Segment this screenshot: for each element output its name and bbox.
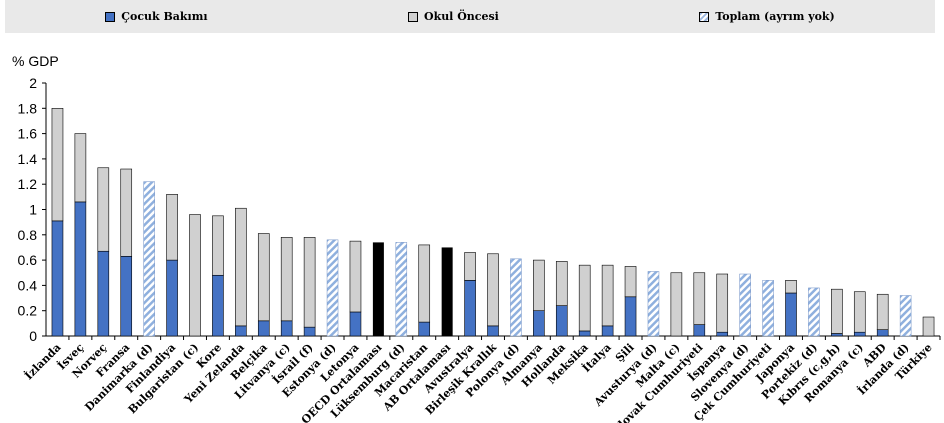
legend-label-total: Toplam (ayrım yok) bbox=[715, 10, 835, 23]
bar-childcare bbox=[578, 330, 591, 337]
y-tick-label: 0 bbox=[29, 328, 37, 344]
legend-item-childcare: Çocuk Bakımı bbox=[105, 10, 208, 23]
bar-preprimary bbox=[74, 133, 87, 203]
bar-childcare bbox=[257, 320, 270, 337]
bar-childcare bbox=[303, 326, 316, 337]
bar-total bbox=[395, 242, 408, 337]
bar-childcare bbox=[464, 280, 476, 337]
bar-preprimary bbox=[166, 194, 178, 261]
y-axis: 0 0.2 0.4 0.6 0.8 1 1.2 1.4 1.6 1.8 2 bbox=[18, 75, 940, 344]
bar-childcare bbox=[624, 296, 637, 337]
y-tick-label: 0.4 bbox=[18, 277, 38, 293]
bar-preprimary bbox=[212, 215, 224, 276]
legend-swatch-total bbox=[699, 11, 710, 22]
bar-total bbox=[143, 181, 155, 337]
bar-childcare bbox=[349, 311, 362, 337]
bar-childcare bbox=[785, 292, 797, 337]
bar-childcare bbox=[418, 321, 431, 337]
bar-total bbox=[808, 287, 820, 337]
legend-item-total: Toplam (ayrım yok) bbox=[699, 10, 835, 23]
y-axis-label: % GDP bbox=[12, 53, 59, 69]
bar-preprimary bbox=[831, 288, 843, 334]
y-tick-label: 1.8 bbox=[18, 100, 38, 116]
bar-preprimary bbox=[97, 167, 110, 252]
bar-preprimary bbox=[51, 108, 64, 222]
bars bbox=[51, 108, 935, 337]
bar-childcare bbox=[487, 325, 499, 337]
bar-total bbox=[739, 273, 751, 337]
bar-average bbox=[372, 242, 384, 336]
bar-childcare bbox=[555, 305, 568, 337]
bar-total bbox=[326, 239, 339, 337]
y-tick-label: 1.4 bbox=[18, 151, 38, 167]
bar-preprimary bbox=[555, 261, 568, 306]
bar-preprimary bbox=[785, 280, 797, 294]
bar-childcare bbox=[533, 310, 545, 337]
bar-average bbox=[441, 247, 453, 336]
bar-childcare bbox=[716, 331, 729, 337]
bar-preprimary bbox=[601, 264, 614, 327]
bar-preprimary bbox=[303, 237, 316, 328]
bar-childcare bbox=[212, 274, 224, 337]
bar-total bbox=[762, 280, 774, 337]
bar-total bbox=[647, 271, 660, 337]
bar-childcare bbox=[831, 333, 843, 337]
bar-childcare bbox=[693, 324, 706, 337]
legend-label-preprimary: Okul Öncesi bbox=[423, 10, 499, 23]
bar-childcare bbox=[51, 220, 64, 337]
legend-item-preprimary: Okul Öncesi bbox=[407, 10, 499, 23]
bar-preprimary bbox=[464, 252, 476, 281]
legend: Çocuk Bakımı Okul Öncesi Toplam (ayrım y… bbox=[5, 0, 935, 33]
y-tick-label: 0.6 bbox=[18, 252, 38, 268]
bar-total bbox=[510, 258, 522, 337]
bar-preprimary bbox=[235, 207, 247, 327]
bar-preprimary bbox=[349, 240, 362, 313]
bar-preprimary bbox=[189, 214, 201, 337]
bar-childcare bbox=[601, 325, 614, 337]
legend-label-childcare: Çocuk Bakımı bbox=[121, 10, 208, 23]
bar-preprimary bbox=[716, 273, 729, 333]
bar-preprimary bbox=[624, 266, 637, 298]
bar-childcare bbox=[120, 256, 133, 337]
bar-preprimary bbox=[876, 293, 889, 330]
bar-preprimary bbox=[120, 168, 133, 257]
bar-childcare bbox=[166, 259, 178, 337]
y-tick-label: 2 bbox=[29, 75, 37, 91]
bar-childcare bbox=[876, 329, 889, 337]
bar-childcare bbox=[853, 331, 866, 337]
y-tick-label: 1 bbox=[29, 202, 37, 218]
bar-preprimary bbox=[280, 237, 293, 322]
y-tick-label: 1.2 bbox=[18, 176, 38, 192]
bar-preprimary bbox=[670, 272, 683, 337]
bar-childcare bbox=[97, 250, 110, 337]
legend-swatch-childcare bbox=[105, 11, 116, 22]
legend-swatch-preprimary bbox=[407, 11, 418, 22]
bar-preprimary bbox=[853, 291, 866, 333]
bar-preprimary bbox=[922, 316, 935, 337]
bar-childcare bbox=[280, 320, 293, 337]
bar-preprimary bbox=[693, 272, 706, 325]
y-tick-label: 1.6 bbox=[18, 126, 38, 142]
bar-preprimary bbox=[533, 259, 545, 312]
bar-childcare bbox=[235, 325, 247, 337]
bar-preprimary bbox=[257, 233, 270, 322]
bar-childcare bbox=[74, 201, 87, 337]
bar-preprimary bbox=[487, 253, 499, 327]
bar-preprimary bbox=[418, 244, 431, 323]
bar-total bbox=[899, 295, 912, 337]
y-tick-label: 0.2 bbox=[18, 303, 38, 319]
y-tick-label: 0.8 bbox=[18, 227, 38, 243]
bar-preprimary bbox=[578, 264, 591, 332]
